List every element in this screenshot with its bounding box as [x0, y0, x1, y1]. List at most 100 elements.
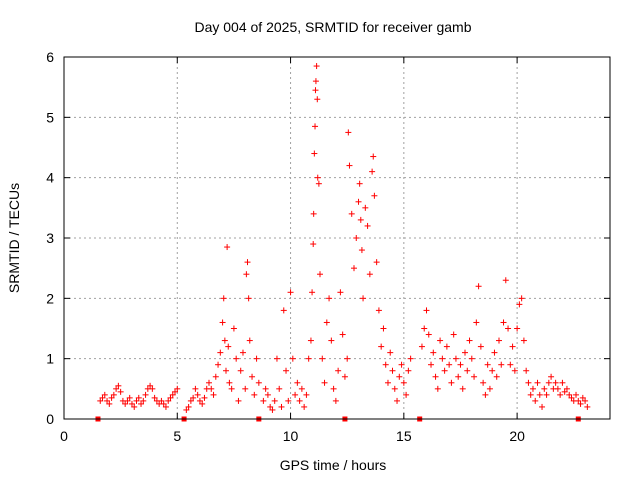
- data-point: [439, 355, 446, 362]
- data-point: [273, 355, 280, 362]
- x-tick-label: 15: [396, 428, 412, 444]
- data-point: [217, 349, 224, 356]
- data-point: [235, 397, 242, 404]
- data-point: [448, 379, 455, 386]
- data-point: [228, 385, 235, 392]
- data-point: [520, 337, 527, 344]
- data-point: [430, 349, 437, 356]
- x-tick-label: 0: [60, 428, 68, 444]
- data-point: [398, 361, 405, 368]
- data-point: [310, 241, 317, 248]
- data-point: [552, 379, 559, 386]
- data-point: [534, 379, 541, 386]
- data-point: [313, 63, 320, 70]
- data-point: [201, 394, 208, 401]
- data-point: [220, 295, 227, 302]
- data-point: [106, 400, 113, 407]
- data-point: [473, 319, 480, 326]
- data-point: [486, 385, 493, 392]
- data-point: [108, 394, 115, 401]
- data-point: [330, 385, 337, 392]
- data-point: [133, 397, 140, 404]
- data-point: [289, 355, 296, 362]
- y-tick-label: 0: [46, 411, 54, 427]
- data-point: [287, 289, 294, 296]
- data-point: [579, 394, 586, 401]
- data-point: [350, 265, 357, 272]
- data-point: [317, 271, 324, 278]
- data-point: [375, 307, 382, 314]
- data-point: [271, 397, 278, 404]
- data-point: [230, 325, 237, 332]
- data-point: [219, 319, 226, 326]
- data-point: [364, 222, 371, 229]
- data-point: [255, 379, 262, 386]
- y-tick-label: 4: [46, 170, 54, 186]
- data-point: [357, 216, 364, 223]
- data-point: [366, 271, 373, 278]
- data-point: [262, 385, 269, 392]
- data-point: [244, 259, 251, 266]
- data-point: [225, 343, 232, 350]
- data-point: [423, 307, 430, 314]
- data-point: [511, 367, 518, 374]
- data-point: [582, 397, 589, 404]
- data-point: [507, 361, 514, 368]
- data-point: [443, 343, 450, 350]
- data-point: [326, 295, 333, 302]
- chart-title: Day 004 of 2025, SRMTID for receiver gam…: [194, 19, 471, 35]
- data-point: [428, 361, 435, 368]
- data-point: [187, 397, 194, 404]
- data-point: [149, 385, 156, 392]
- data-point: [575, 397, 582, 404]
- y-axis-label: SRMTID / TECUs: [6, 183, 22, 293]
- data-point: [505, 325, 512, 332]
- data-point: [462, 349, 469, 356]
- data-point: [251, 391, 258, 398]
- data-point: [345, 129, 352, 136]
- data-point: [577, 400, 584, 407]
- data-point: [296, 397, 303, 404]
- data-point: [394, 397, 401, 404]
- x-axis-ticks: 0 5 10 15 20: [60, 57, 525, 444]
- data-point: [391, 385, 398, 392]
- data-point: [405, 367, 412, 374]
- data-points: [97, 63, 591, 413]
- data-point: [471, 373, 478, 380]
- data-point: [455, 373, 462, 380]
- data-point: [527, 391, 534, 398]
- data-point: [104, 397, 111, 404]
- data-point: [283, 367, 290, 374]
- data-point: [502, 277, 509, 284]
- data-point: [280, 307, 287, 314]
- data-point: [267, 403, 274, 410]
- data-point: [128, 400, 135, 407]
- data-point: [192, 385, 199, 392]
- data-point: [224, 244, 231, 251]
- data-point: [309, 289, 316, 296]
- data-point: [233, 355, 240, 362]
- x-tick-label: 20: [509, 428, 525, 444]
- data-point: [421, 325, 428, 332]
- data-point: [298, 385, 305, 392]
- data-point: [543, 391, 550, 398]
- y-tick-label: 5: [46, 109, 54, 125]
- data-point: [305, 355, 312, 362]
- data-point: [285, 397, 292, 404]
- data-point: [167, 394, 174, 401]
- data-point: [196, 397, 203, 404]
- data-point: [475, 283, 482, 290]
- data-point: [117, 388, 124, 395]
- data-point: [158, 397, 165, 404]
- data-point: [389, 367, 396, 374]
- data-point: [518, 295, 525, 302]
- data-point: [303, 391, 310, 398]
- data-point: [101, 391, 108, 398]
- grid-lines: [64, 57, 610, 419]
- data-point: [160, 400, 167, 407]
- data-point: [525, 379, 532, 386]
- data-point: [315, 180, 322, 187]
- data-point: [396, 373, 403, 380]
- data-point: [292, 391, 299, 398]
